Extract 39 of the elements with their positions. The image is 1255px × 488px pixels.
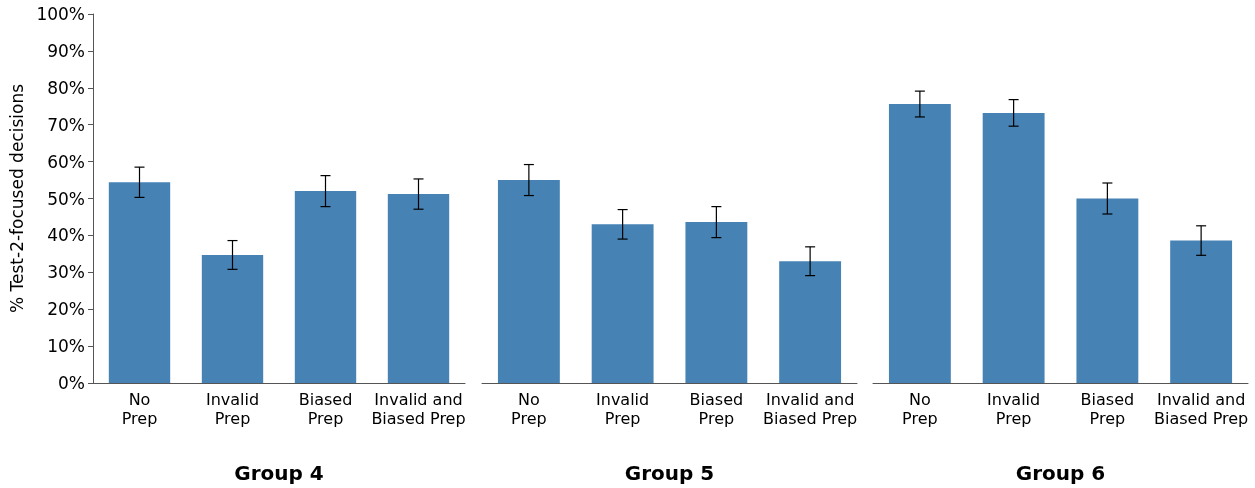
- x-tick-label: Invalid and Biased Prep: [371, 390, 466, 428]
- y-tick-label: 20%: [47, 299, 85, 320]
- x-axis-title: Group 5: [624, 461, 715, 485]
- y-tick-label: 40%: [47, 225, 85, 246]
- x-tick-label: Invalid Prep: [596, 390, 650, 428]
- x-axis-title: Group 4: [234, 461, 324, 485]
- bar: [294, 191, 357, 383]
- bar: [1170, 240, 1233, 383]
- bar: [108, 182, 171, 383]
- x-tick-label: Invalid and Biased Prep: [1154, 390, 1249, 428]
- y-tick-label: 60%: [47, 151, 85, 172]
- y-tick-label: 90%: [47, 40, 85, 61]
- x-tick-label: Invalid and Biased Prep: [763, 390, 858, 428]
- bar: [387, 194, 450, 383]
- bar: [685, 222, 748, 383]
- y-tick-label: 0%: [58, 373, 85, 393]
- y-axis-title: % Test-2-focused decisions: [6, 83, 27, 314]
- bar: [1076, 198, 1139, 383]
- x-tick-label: No Prep: [121, 390, 158, 428]
- x-axis-title: Group 6: [1015, 461, 1106, 485]
- y-tick-label: 70%: [47, 114, 85, 135]
- y-tick-label: 50%: [47, 188, 85, 209]
- y-tick-label: 10%: [47, 336, 85, 357]
- x-tick-label: No Prep: [511, 390, 547, 428]
- y-tick-label: 30%: [47, 262, 85, 283]
- x-tick-label: Biased Prep: [689, 390, 744, 428]
- x-tick-label: Invalid Prep: [205, 390, 260, 428]
- bar: [497, 180, 560, 383]
- bar: [982, 112, 1045, 383]
- y-tick-label: 100%: [36, 4, 85, 24]
- x-tick-label: No Prep: [902, 390, 938, 428]
- x-tick-label: Invalid Prep: [987, 390, 1041, 428]
- bar: [201, 254, 264, 383]
- x-tick-label: Biased Prep: [1080, 390, 1135, 428]
- bar: [779, 261, 842, 383]
- x-tick-label: Biased Prep: [298, 390, 353, 428]
- bar: [888, 104, 951, 383]
- y-tick-label: 80%: [47, 77, 85, 98]
- bar: [591, 224, 654, 383]
